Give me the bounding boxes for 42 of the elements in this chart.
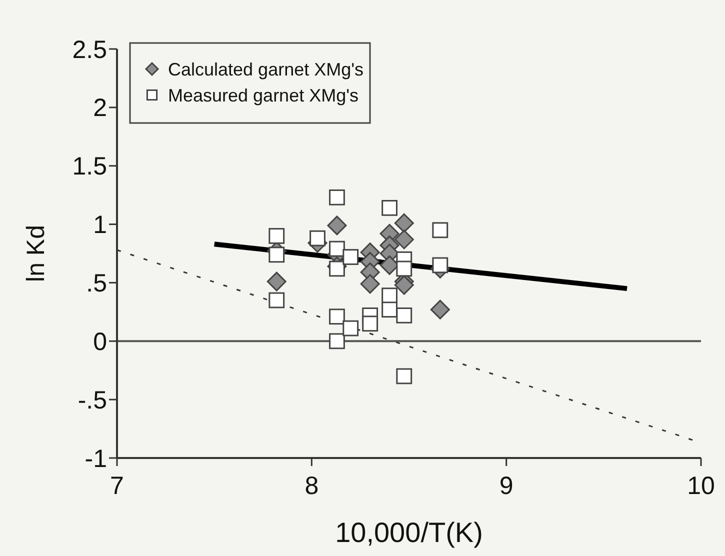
y-tick-label: 0 — [93, 328, 107, 356]
point — [329, 308, 345, 325]
point — [396, 368, 412, 384]
point — [394, 275, 414, 295]
y-tick-label: -1 — [84, 444, 107, 473]
point — [394, 213, 414, 233]
y-tick-label: 2 — [93, 94, 107, 122]
point — [396, 307, 412, 324]
y-tick-label: .5 — [86, 269, 107, 298]
point — [329, 189, 345, 206]
x-tick-label: 8 — [304, 472, 319, 500]
point — [268, 228, 285, 244]
point — [268, 246, 285, 263]
x-tick-label: 10 — [687, 472, 715, 500]
x-tick-label: 9 — [499, 472, 514, 500]
legend-label: Calculated garnet XMg's — [168, 59, 364, 80]
point — [382, 302, 398, 318]
point — [342, 249, 359, 265]
y-tick-label: 1 — [93, 211, 107, 240]
point — [329, 333, 345, 350]
point — [329, 240, 345, 257]
point — [432, 222, 448, 238]
x-axis-title: 10,000/T(K) — [335, 517, 483, 548]
x-tick-label: 7 — [110, 472, 124, 500]
point — [329, 260, 345, 277]
y-axis-title: ln Kd — [22, 225, 50, 282]
point — [430, 300, 450, 320]
point — [360, 274, 380, 294]
y-tick-label: 1.5 — [72, 152, 107, 181]
point — [362, 316, 378, 332]
point — [310, 230, 326, 246]
point — [394, 230, 414, 250]
point — [268, 292, 285, 308]
point — [396, 260, 412, 277]
y-tick-label: 2.5 — [72, 36, 107, 64]
point — [266, 272, 286, 292]
point — [382, 200, 398, 216]
point — [327, 216, 347, 236]
legend-label: Measured garnet XMg's — [168, 85, 359, 106]
point — [432, 257, 448, 274]
point — [342, 320, 359, 336]
y-tick-label: -.5 — [78, 386, 107, 414]
